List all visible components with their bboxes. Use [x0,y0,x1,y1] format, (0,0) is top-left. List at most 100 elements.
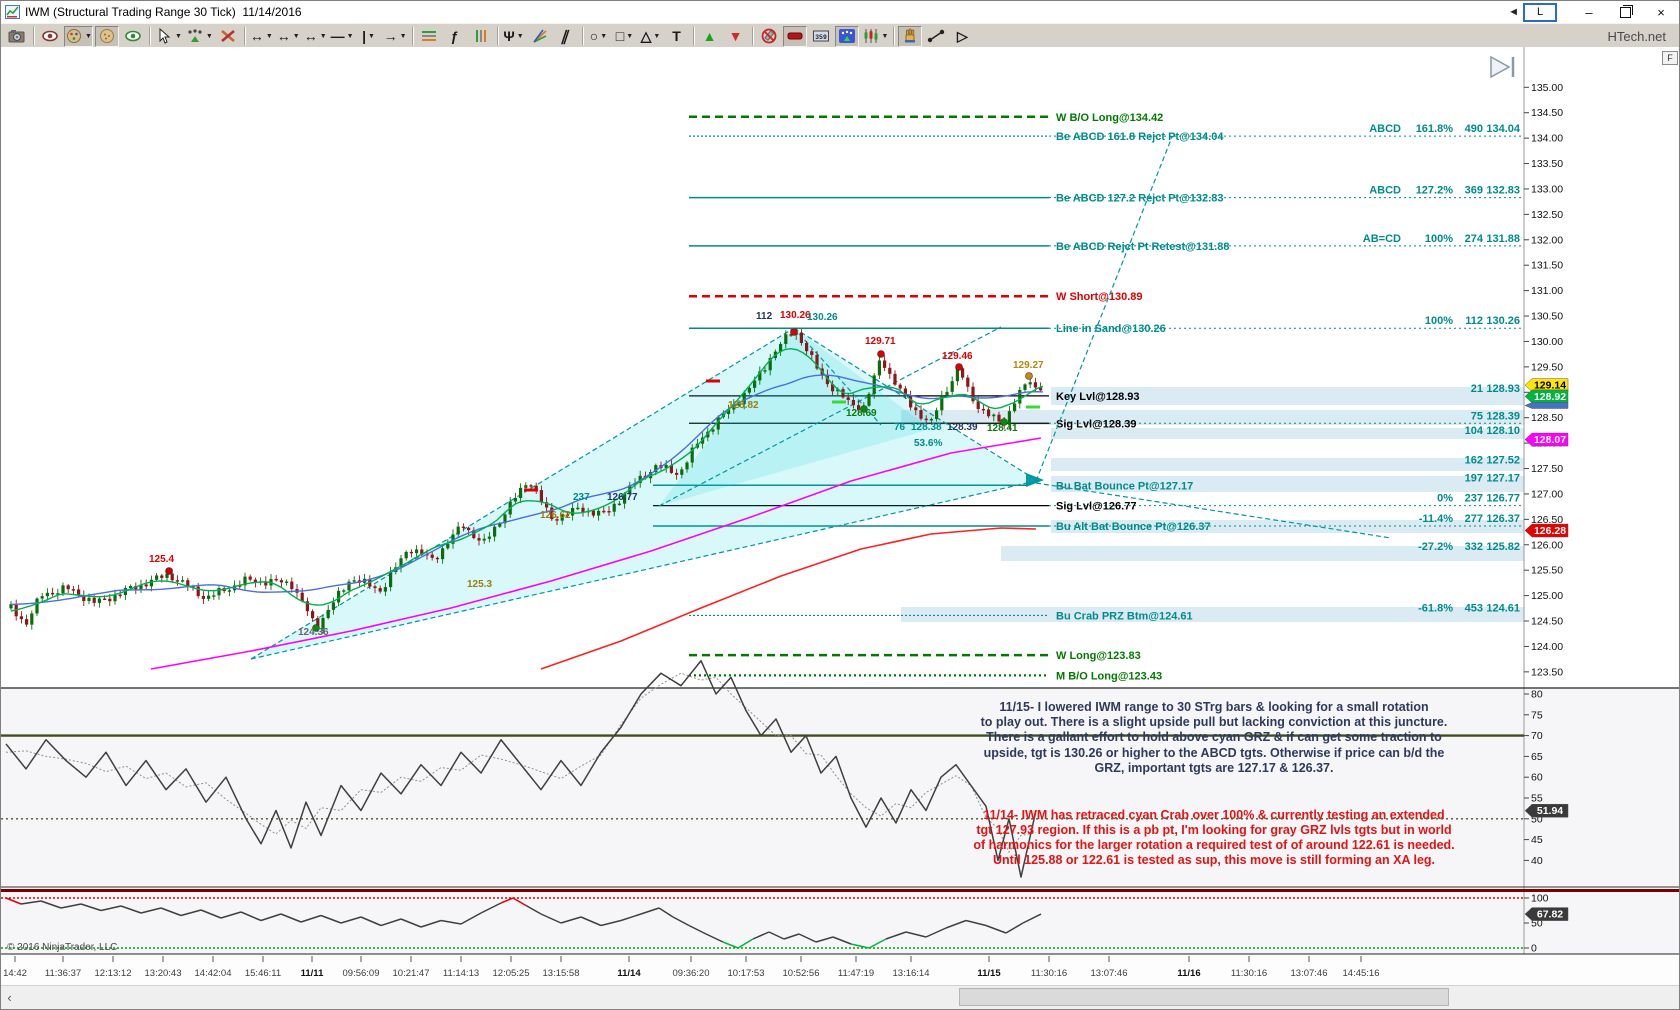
dropdown-arrow-icon[interactable]: ▼ [368,32,375,40]
segment-line-tool-icon[interactable]: ↔ ▼ [303,28,327,44]
dropdown-arrow-icon[interactable]: ▼ [265,32,273,40]
note-line[interactable]: Until 125.88 or 122.61 is tested as sup,… [993,853,1435,867]
dropdown-arrow-icon[interactable]: ▼ [292,32,300,40]
harmonic-pattern[interactable] [250,136,1392,660]
swing-price-label: 112 [756,311,773,322]
ellipse-tool-icon[interactable]: ○ ▼ [589,28,608,44]
link-window-button[interactable]: L [1523,2,1557,22]
link-arrow-icon[interactable]: ◄ [1508,6,1519,18]
price-axis[interactable]: 135.00 134.50 134.00 133.50 133.00 132.50 132.… [1523,47,1563,954]
dropdown-arrow-icon[interactable]: ▼ [881,32,889,40]
level-label[interactable]: Be ABCD 161.8 Rejct Pt@134.04 [1056,131,1224,143]
level-label[interactable]: Bu Crab PRZ Btm@124.61 [1056,610,1193,622]
toolbar-separator [581,27,583,45]
time-tick-label: 10:52:56 [783,968,820,979]
bar-type-icon[interactable]: ▼ [861,26,890,47]
note-line[interactable]: 11/15- I lowered IWM range to 30 STrg ba… [999,700,1428,714]
titlebar[interactable]: IWM (Structural Trading Range 30 Tick) 1… [1,1,1679,24]
gann-fan-tool-icon[interactable] [528,26,552,47]
triangle-tool-icon[interactable]: △ ▼ [640,27,661,44]
dropdown-arrow-icon[interactable]: ▼ [653,32,661,40]
cookie-tool-icon[interactable] [94,25,119,47]
text-tool-icon[interactable]: T [672,28,681,44]
arrow-down-marker-icon[interactable]: ▼ [728,28,743,44]
arrow-line-tool-icon[interactable]: → ▼ [383,28,407,44]
dropdown-arrow-icon[interactable]: ▼ [626,32,634,40]
level-label[interactable]: W Long@123.83 [1056,650,1141,662]
fib-count: 112 [1465,315,1483,327]
restore-button[interactable] [1607,2,1643,23]
fib-extension-icon[interactable]: ƒ [450,28,459,44]
snap-mode-icon[interactable]: ▼ [185,26,214,47]
price-tick-label: 134.50 [1531,107,1563,119]
level-label[interactable]: W B/O Long@134.42 [1056,112,1163,124]
indicator-eye-icon[interactable] [121,26,145,47]
ohlc-values-icon[interactable]: 359 [809,26,833,47]
arrow-up-marker-icon[interactable]: ▲ [702,28,717,44]
dropdown-arrow-icon[interactable]: ▼ [319,32,327,40]
level-label[interactable]: W Short@130.89 [1056,291,1143,303]
dropdown-arrow-icon[interactable]: ▼ [85,32,92,40]
price-levels[interactable]: W B/O Long@134.42 Be ABCD 161.8 Rejct Pt@… [653,112,1524,683]
time-axis[interactable]: 14:42 11:36:37 12:13:12 13:20:43 14:42:04 15:… [3,956,1379,979]
note-line[interactable]: There is a gallant effort to hold above … [986,730,1442,744]
level-label[interactable]: M B/O Long@123.43 [1056,670,1162,682]
drawing-palette-icon[interactable]: ▼ [64,25,93,47]
disable-drawing-icon[interactable] [757,26,781,47]
horizontal-line-tool-icon[interactable]: — ▼ [330,28,354,44]
data-eye-icon[interactable] [38,26,62,47]
erase-drawing-icon[interactable] [216,26,240,47]
note-line[interactable]: GRZ, important tgts are 127.17 & 126.37. [1095,761,1334,775]
note-line[interactable]: tgt 127.93 region. If this is a pb pt, I… [976,823,1451,837]
level-label[interactable]: Key Lvl@128.93 [1056,391,1140,403]
dropdown-arrow-icon[interactable]: ▼ [600,32,608,40]
fullscreen-toggle[interactable]: F [1662,51,1678,65]
fib-price: 126.37 [1486,513,1520,525]
chart-properties-icon[interactable] [5,26,29,47]
measure-tool-icon[interactable] [924,26,948,47]
chart-area[interactable]: W B/O Long@134.42 Be ABCD 161.8 Rejct Pt@… [1,47,1680,987]
scrollbar-thumb[interactable] [959,988,1449,1006]
replay-play-icon[interactable]: ▷ [957,27,968,44]
minimize-button[interactable]: – [1585,4,1593,20]
price-tick-label: 126.00 [1531,539,1563,551]
level-label[interactable]: Line in Sand@130.26 [1056,323,1166,335]
dropdown-arrow-icon[interactable]: ▼ [205,32,213,40]
note-line[interactable]: of harmonics for the larger rotation a r… [973,838,1454,852]
skip-forward-icon[interactable] [1490,55,1515,79]
note-line[interactable]: to play out. There is a slight upside pu… [981,715,1448,729]
level-label[interactable]: Be ABCD 127.2 Rejct Pt@132.83 [1056,193,1223,205]
close-button[interactable]: × [1657,4,1665,20]
parallel-channel-tool-icon[interactable]: ∥ [559,27,572,44]
note-line[interactable]: 11/14- IWM has retraced cyan Crab over 1… [983,808,1444,822]
osc2-tick-label: 50 [1531,918,1543,930]
dropdown-arrow-icon[interactable]: ▼ [346,32,354,40]
analyst-notes[interactable]: 11/15- I lowered IWM range to 30 STrg ba… [973,700,1454,867]
dropdown-arrow-icon[interactable]: ▼ [174,32,182,40]
ray-line-tool-icon[interactable]: ↔ ▼ [249,28,273,44]
note-line[interactable]: upside, tgt is 130.26 or higher to the A… [984,746,1445,760]
level-label[interactable]: Sig Lvl@128.39 [1056,418,1136,430]
fib-time-icon[interactable] [469,26,493,47]
pan-hand-icon[interactable] [898,25,923,47]
scroll-left-button[interactable]: ‹ [7,989,12,1005]
fib-retracement-icon[interactable] [417,26,441,47]
fib-price: 132.83 [1486,185,1520,197]
dropdown-arrow-icon[interactable]: ▼ [399,32,407,40]
pitchfork-tool-icon[interactable]: Ψ ▼ [503,28,524,44]
horizontal-scrollbar[interactable]: ‹ [1,985,1679,1009]
extended-line-tool-icon[interactable]: ↔ ▼ [276,28,300,44]
vertical-line-tool-icon[interactable]: | ▼ [362,28,375,44]
rectangle-tool-icon[interactable]: □ ▼ [615,28,634,44]
level-label[interactable]: Bu Alt Bat Bounce Pt@126.37 [1056,521,1211,533]
osc1-tick-label: 80 [1531,689,1543,701]
level-label[interactable]: Be ABCD Rejct Pt Retest@131.88 [1056,241,1230,253]
dropdown-arrow-icon[interactable]: ▼ [516,32,524,40]
level-label[interactable]: Bu Bat Bounce Pt@127.17 [1056,480,1193,492]
level-label[interactable]: Sig Lvl@126.77 [1056,501,1136,513]
cursor-tool-icon[interactable]: ▼ [154,26,183,47]
price-marker-icon[interactable] [782,25,807,47]
magenta-ma-line [150,437,1042,670]
pattern-display-icon[interactable] [834,25,859,47]
